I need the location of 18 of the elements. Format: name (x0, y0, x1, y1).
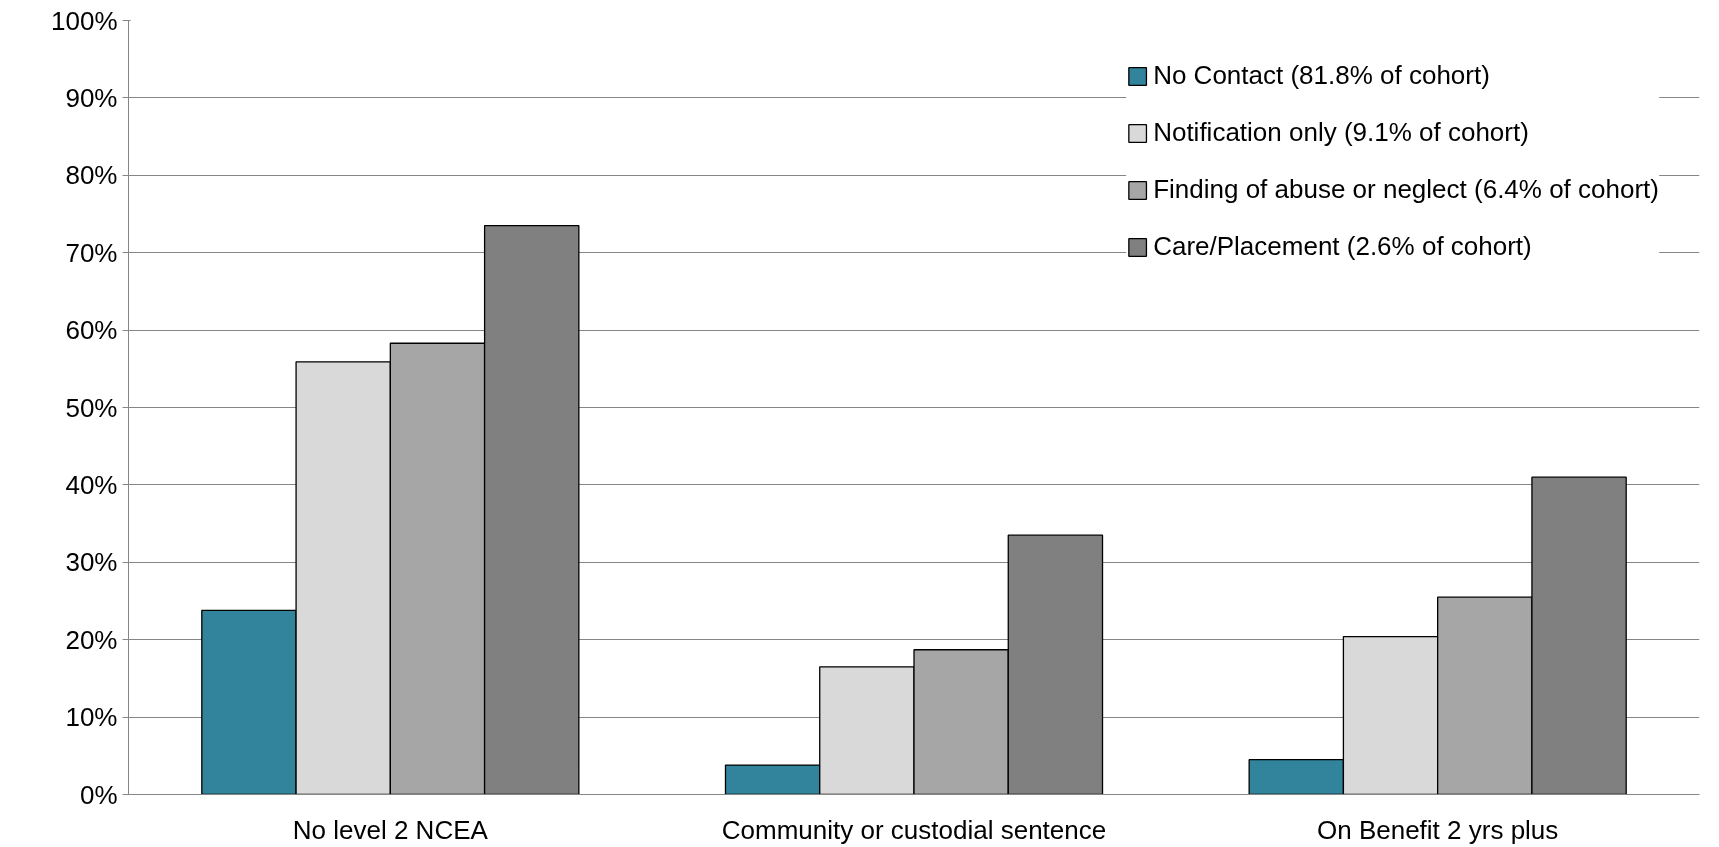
y-tick-label: 10% (65, 702, 118, 733)
y-tick-label: 50% (65, 392, 118, 423)
y-tick-label: 60% (65, 315, 118, 346)
x-tick-label: Community or custodial sentence (721, 814, 1107, 845)
y-tick-label: 100% (51, 5, 118, 36)
y-tick-label: 70% (65, 237, 118, 268)
y-tick-label: 20% (65, 624, 118, 655)
x-tick-label: No level 2 NCEA (292, 814, 489, 845)
legend-label: Finding of abuse or neglect (6.4% of cohort) (1153, 174, 1659, 205)
y-tick-label: 80% (65, 160, 118, 191)
legend-label: Notification only (9.1% of cohort) (1153, 117, 1529, 148)
y-tick-label: 40% (65, 469, 118, 500)
y-tick-label: 0% (79, 779, 118, 810)
legend-label: Care/Placement (2.6% of cohort) (1153, 231, 1532, 262)
legend-label: No Contact (81.8% of cohort) (1153, 60, 1490, 91)
y-tick-label: 30% (65, 547, 118, 578)
x-tick-label: On Benefit 2 yrs plus (1317, 814, 1559, 845)
y-tick-label: 90% (65, 82, 118, 113)
